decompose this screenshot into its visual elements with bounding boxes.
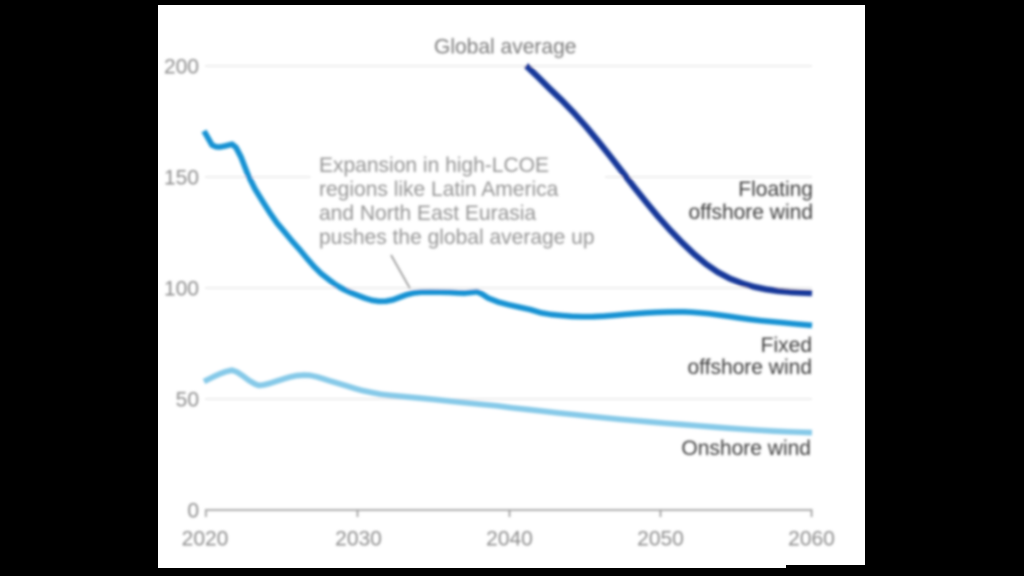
svg-text:pushes the global average up: pushes the global average up bbox=[319, 226, 595, 249]
svg-text:0: 0 bbox=[187, 500, 199, 523]
svg-text:offshore wind: offshore wind bbox=[687, 356, 812, 379]
svg-text:2040: 2040 bbox=[486, 528, 533, 551]
svg-text:Expansion in high-LCOE: Expansion in high-LCOE bbox=[319, 154, 549, 177]
svg-text:and North East Eurasia: and North East Eurasia bbox=[319, 202, 536, 225]
svg-text:2060: 2060 bbox=[788, 528, 835, 551]
svg-text:50: 50 bbox=[176, 389, 199, 412]
svg-text:2050: 2050 bbox=[637, 528, 684, 551]
svg-text:Fixed: Fixed bbox=[761, 334, 812, 357]
svg-text:2030: 2030 bbox=[335, 528, 382, 551]
svg-text:100: 100 bbox=[164, 278, 199, 301]
svg-text:Floating: Floating bbox=[738, 178, 813, 201]
svg-text:offshore wind: offshore wind bbox=[688, 201, 813, 224]
svg-text:Onshore wind: Onshore wind bbox=[681, 437, 811, 460]
svg-text:200: 200 bbox=[164, 56, 199, 79]
svg-text:2020: 2020 bbox=[182, 528, 229, 551]
svg-text:Global average: Global average bbox=[434, 36, 576, 59]
svg-text:150: 150 bbox=[164, 167, 199, 190]
svg-text:regions like Latin America: regions like Latin America bbox=[319, 178, 559, 201]
